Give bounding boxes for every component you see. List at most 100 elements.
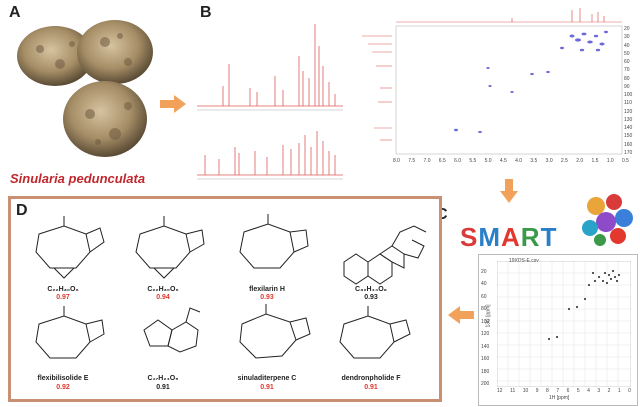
compound-structures <box>35 214 427 359</box>
smart-y-tick: 180 <box>481 368 490 375</box>
smart-x-tick: 5 <box>576 388 580 394</box>
hsqc-x-tick: 1.0 <box>606 158 614 164</box>
panel-b-label: B <box>200 4 212 21</box>
smart-letter-a: A <box>501 222 521 252</box>
compound-5-name: flexibilisolide E <box>37 375 89 382</box>
smart-x-label: 1H [ppm] <box>549 395 570 401</box>
compound-1-score: 0.97 <box>56 294 70 301</box>
structure-7 <box>239 304 311 359</box>
smart-y-tick: 40 <box>481 281 487 288</box>
smart-x-tick: 8 <box>546 388 549 394</box>
hsqc-y-tick: 80 <box>624 75 630 82</box>
smart-x-tick: 10 <box>522 388 529 394</box>
hsqc-x-axis: 8.0 7.5 7.0 6.5 6.0 5.5 5.0 4.5 4.0 3.5 … <box>393 158 629 164</box>
hsqc-y-tick: 60 <box>624 59 630 66</box>
hsqc-y-tick: 30 <box>624 34 630 41</box>
hsqc-y-tick: 170 <box>624 149 633 156</box>
smart-y-tick: 200 <box>481 380 490 387</box>
hsqc-x-tick: 5.5 <box>469 158 477 164</box>
hsqc-y-tick: 110 <box>624 100 632 107</box>
compound-4-score: 0.93 <box>364 294 378 301</box>
structure-2 <box>135 216 205 279</box>
hsqc-x-tick: 8.0 <box>393 158 400 164</box>
hsqc-y-tick: 150 <box>624 133 633 140</box>
compound-5-score: 0.92 <box>56 384 70 391</box>
hsqc-y-tick: 90 <box>624 83 630 90</box>
smart-y-tick: 100 <box>481 318 490 325</box>
hsqc-x-tick: 7.5 <box>408 158 416 164</box>
hsqc-x-tick: 6.0 <box>454 158 462 164</box>
hsqc-y-tick: 130 <box>624 116 633 123</box>
hsqc-x-tick: 6.5 <box>438 158 446 164</box>
panel-a-label: A <box>9 4 21 21</box>
smart-y-tick: 160 <box>481 356 490 363</box>
carbon-spectrum <box>197 131 343 180</box>
protein-structure-icon <box>582 194 633 246</box>
hsqc-x-tick: 5.0 <box>484 158 492 164</box>
smart-logo: S M A R T <box>460 222 557 253</box>
hsqc-y-tick: 50 <box>624 50 630 57</box>
hsqc-x-tick: 7.0 <box>423 158 431 164</box>
hsqc-spectrum <box>362 8 623 155</box>
hsqc-y-tick: 100 <box>624 92 633 99</box>
smart-y-tick: 60 <box>481 293 487 300</box>
smart-y-axis: 20 40 60 80 100 120 140 160 180 200 <box>481 269 489 387</box>
proton-spectrum <box>197 24 343 111</box>
structure-6 <box>143 307 201 353</box>
hsqc-y-tick: 40 <box>624 42 630 49</box>
smart-letter-m: M <box>478 222 502 252</box>
smart-letter-s: S <box>460 222 479 252</box>
hsqc-y-axis: 20 30 40 50 60 70 80 90 100 110 120 130 … <box>624 26 632 156</box>
compound-3-score: 0.93 <box>260 294 274 301</box>
smart-x-tick: 3 <box>597 388 601 394</box>
structure-8 <box>339 306 411 359</box>
smart-x-tick: 9 <box>535 388 539 394</box>
coral-photo <box>17 20 153 157</box>
smart-x-tick: 7 <box>556 388 560 394</box>
smart-x-tick: 2 <box>607 388 611 394</box>
structure-4 <box>343 225 427 285</box>
smart-y-tick: 140 <box>481 343 490 350</box>
smart-letter-r: R <box>520 222 541 252</box>
smart-y-tick: 120 <box>481 331 490 338</box>
smart-x-tick: 4 <box>587 388 590 394</box>
hsqc-y-tick: 20 <box>624 26 630 32</box>
compound-3-name: flexilarin H <box>249 286 285 293</box>
compound-4-name: C₃₀H₄₄O₈ <box>355 286 387 293</box>
hsqc-x-tick: 3.0 <box>545 158 553 164</box>
smart-plot: 19XDS-E.csv 13C [ppm] 1H [ppm] 20 4 <box>478 254 638 406</box>
arrow-c-to-d <box>448 306 474 324</box>
smart-x-tick: 12 <box>497 388 503 394</box>
smart-x-tick: 11 <box>510 388 516 394</box>
hsqc-x-tick: 4.0 <box>515 158 523 164</box>
compound-2-name: C₂₂H₃₀O₆ <box>147 286 179 293</box>
hsqc-x-tick: 4.5 <box>499 158 507 164</box>
smart-x-tick: 0 <box>628 388 631 394</box>
hsqc-x-tick: 0.5 <box>621 158 629 164</box>
panel-d-label: D <box>16 202 28 219</box>
hsqc-y-tick: 70 <box>624 67 630 74</box>
smart-y-tick: 80 <box>481 306 487 313</box>
compound-7-name: sinuladiterpene C <box>237 375 297 382</box>
hsqc-y-tick: 160 <box>624 141 633 148</box>
hsqc-x-tick: 2.5 <box>560 158 568 164</box>
smart-x-axis: 12 11 10 9 8 7 6 5 4 3 2 1 0 <box>497 388 631 394</box>
hsqc-x-tick: 2.0 <box>576 158 584 164</box>
smart-y-tick: 20 <box>481 269 487 275</box>
compound-7-score: 0.91 <box>260 384 274 391</box>
compound-1-name: C₂₂H₃₀O₆ <box>47 286 79 293</box>
panel-d-box <box>8 196 442 402</box>
smart-letter-t: T <box>540 222 558 252</box>
compound-2-score: 0.94 <box>156 294 170 301</box>
smart-x-tick: 6 <box>566 388 570 394</box>
hsqc-y-tick: 120 <box>624 108 633 115</box>
hsqc-y-tick: 140 <box>624 125 633 132</box>
structure-3 <box>239 214 309 269</box>
smart-x-tick: 1 <box>617 388 621 394</box>
compound-8-name: dendronpholide F <box>341 375 401 382</box>
compound-6-score: 0.91 <box>156 384 170 391</box>
arrow-b-to-c <box>500 179 518 203</box>
compound-8-score: 0.91 <box>364 384 378 391</box>
structure-5 <box>35 306 105 359</box>
arrow-a-to-b <box>160 95 186 113</box>
